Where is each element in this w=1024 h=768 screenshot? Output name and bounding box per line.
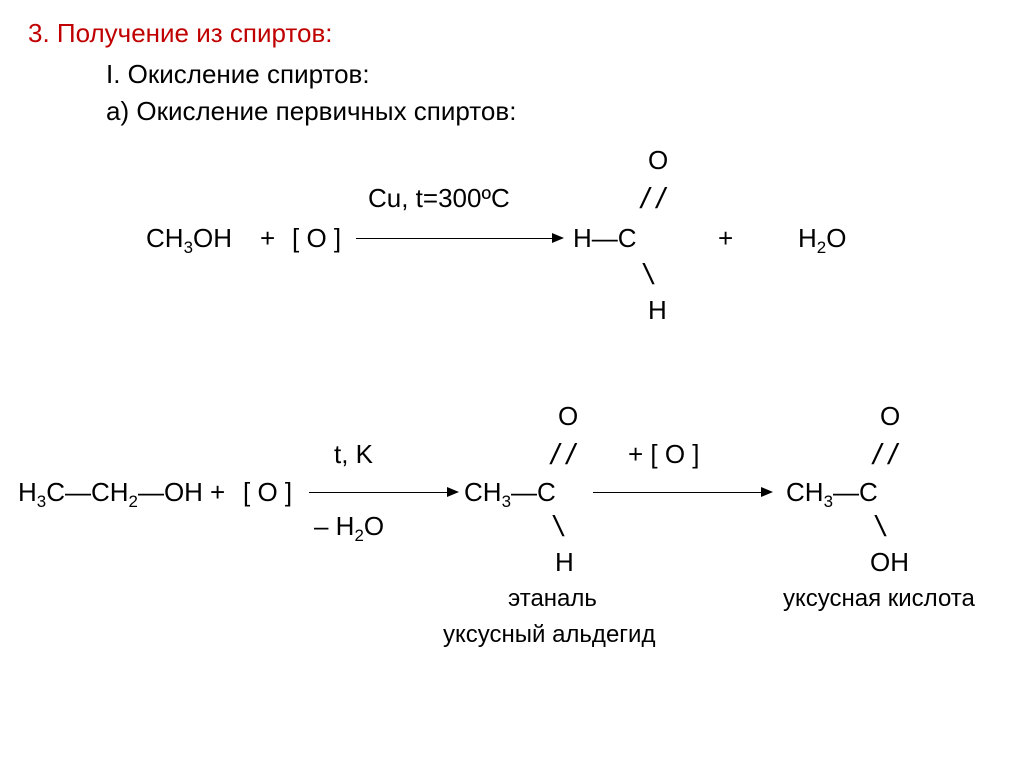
- r1-prod-center: H—C: [573, 223, 637, 254]
- r2-int-ch: CH: [464, 477, 502, 507]
- r2-arrow2-line: [593, 492, 763, 493]
- r2-prod-O: O: [880, 401, 900, 432]
- r2-int-O: O: [558, 401, 578, 432]
- r2-cond-bot: – H2O: [314, 511, 384, 546]
- r2-plus1: +: [210, 477, 225, 508]
- r1-reactant-oh: OH: [193, 223, 232, 253]
- reactions-container: Cu, t=300ºC CH3OH + [ O ] O // H—C \ H +…: [28, 137, 996, 737]
- r2-sub1: 3: [37, 492, 46, 511]
- r2-prod-center: CH3—C: [786, 477, 878, 512]
- label-acetic-acid: уксусная кислота: [783, 585, 975, 613]
- r1-prod-slash-bot: \: [641, 259, 657, 289]
- r1-water: H2O: [798, 223, 846, 258]
- r2-oxidant2: + [ O ]: [628, 439, 700, 470]
- r1-water-h: H: [798, 223, 817, 253]
- r1-arrow-head: [552, 233, 564, 243]
- r1-plus2: +: [718, 223, 733, 254]
- r1-oxidant: [ O ]: [292, 223, 341, 254]
- r1-water-o: O: [826, 223, 846, 253]
- r1-conditions: Cu, t=300ºC: [368, 183, 510, 214]
- r2-cond-minus-h: – H: [314, 511, 354, 541]
- subheading-1: I. Окисление спиртов:: [106, 59, 996, 90]
- r2-c-ch: C—CH: [46, 477, 128, 507]
- r2-prod-slash-bot: \: [873, 511, 889, 541]
- r2-prod-c: —C: [833, 477, 878, 507]
- label-ethanal: этаналь: [508, 585, 597, 613]
- r1-reactant-ch: CH: [146, 223, 184, 253]
- r2-cond-sub: 2: [354, 526, 363, 545]
- r2-cond-o: O: [364, 511, 384, 541]
- r1-reactant-sub: 3: [184, 238, 193, 257]
- r2-int-center: CH3—C: [464, 477, 556, 512]
- r2-int-slash-bot: \: [551, 511, 567, 541]
- r2-int-sub: 3: [502, 492, 511, 511]
- r2-int-slash-top: //: [548, 439, 579, 469]
- r1-arrow-line: [356, 238, 554, 239]
- label-acetaldehyde: уксусный альдегид: [443, 621, 655, 649]
- r1-reactant: CH3OH: [146, 223, 232, 258]
- r2-oh: —OH: [138, 477, 203, 507]
- r2-sub2: 2: [129, 492, 138, 511]
- section-heading: 3. Получение из спиртов:: [28, 18, 996, 49]
- r2-reactant: H3C—CH2—OH: [18, 477, 203, 512]
- r1-plus1: +: [260, 223, 275, 254]
- r2-arrow1-head: [447, 487, 459, 497]
- r1-prod-slash-top: //: [638, 183, 669, 213]
- r2-arrow1-line: [309, 492, 449, 493]
- r2-int-c: —C: [511, 477, 556, 507]
- r2-prod-slash-top: //: [870, 439, 901, 469]
- r2-h: H: [18, 477, 37, 507]
- r2-prod-ch: CH: [786, 477, 824, 507]
- r2-cond-top: t, K: [334, 439, 373, 470]
- r2-prod-OH: OH: [870, 547, 909, 578]
- r1-prod-O: O: [648, 145, 668, 176]
- r2-arrow2-head: [761, 487, 773, 497]
- r2-int-H: H: [555, 547, 574, 578]
- r1-prod-H: H: [648, 295, 667, 326]
- r2-prod-sub: 3: [824, 492, 833, 511]
- subheading-2: а) Окисление первичных спиртов:: [106, 96, 996, 127]
- r1-water-sub: 2: [817, 238, 826, 257]
- r2-oxidant: [ O ]: [243, 477, 292, 508]
